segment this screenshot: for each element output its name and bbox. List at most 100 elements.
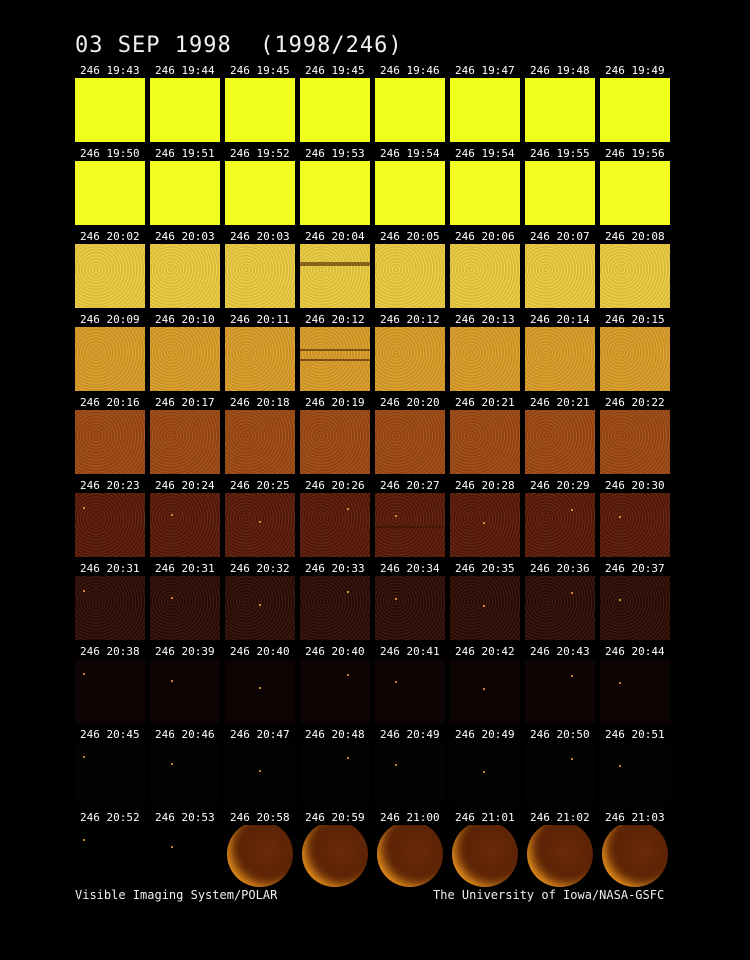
star-point bbox=[395, 598, 397, 600]
frame-image bbox=[525, 161, 595, 225]
frame-image bbox=[600, 825, 670, 889]
image-title: 03 SEP 1998 (1998/246) bbox=[75, 33, 403, 58]
frame-image bbox=[300, 825, 370, 889]
frame-image bbox=[150, 825, 220, 889]
star-point bbox=[83, 673, 85, 675]
frame-image bbox=[75, 244, 145, 308]
frame-timestamp: 246 20:22 bbox=[605, 396, 665, 409]
frame-image bbox=[525, 576, 595, 640]
frame-timestamp: 246 20:23 bbox=[80, 479, 140, 492]
frame-timestamp: 246 20:59 bbox=[305, 811, 365, 824]
star-point bbox=[259, 604, 261, 606]
frame-image bbox=[150, 742, 220, 806]
frame-timestamp: 246 20:02 bbox=[80, 230, 140, 243]
frame-image bbox=[75, 327, 145, 391]
frame-timestamp: 246 19:49 bbox=[605, 64, 665, 77]
frame-image bbox=[150, 659, 220, 723]
frame-timestamp: 246 20:21 bbox=[530, 396, 590, 409]
star-point bbox=[347, 674, 349, 676]
frame-image bbox=[150, 410, 220, 474]
star-point bbox=[83, 507, 85, 509]
frame-image bbox=[450, 659, 520, 723]
moon-disc bbox=[452, 825, 518, 887]
frame-timestamp: 246 20:42 bbox=[455, 645, 515, 658]
frame-image bbox=[600, 78, 670, 142]
frame-timestamp: 246 20:18 bbox=[230, 396, 290, 409]
frame-image bbox=[525, 742, 595, 806]
frame-timestamp: 246 20:36 bbox=[530, 562, 590, 575]
frame-image bbox=[600, 742, 670, 806]
frame-image bbox=[225, 78, 295, 142]
frame-image bbox=[525, 410, 595, 474]
frame-image bbox=[150, 161, 220, 225]
frame-image bbox=[600, 410, 670, 474]
frame-image bbox=[225, 825, 295, 889]
star-point bbox=[571, 675, 573, 677]
moon-disc bbox=[527, 825, 593, 887]
frame-image bbox=[375, 161, 445, 225]
star-point bbox=[259, 521, 261, 523]
frame-image bbox=[300, 327, 370, 391]
frame-timestamp: 246 20:35 bbox=[455, 562, 515, 575]
frame-image bbox=[450, 742, 520, 806]
frame-timestamp: 246 20:03 bbox=[230, 230, 290, 243]
frame-timestamp: 246 20:21 bbox=[455, 396, 515, 409]
frame-timestamp: 246 19:45 bbox=[305, 64, 365, 77]
frame-image bbox=[600, 493, 670, 557]
frame-timestamp: 246 21:00 bbox=[380, 811, 440, 824]
frame-timestamp: 246 20:29 bbox=[530, 479, 590, 492]
frame-timestamp: 246 20:40 bbox=[230, 645, 290, 658]
frame-image bbox=[450, 493, 520, 557]
frame-image bbox=[525, 244, 595, 308]
star-point bbox=[619, 682, 621, 684]
frame-timestamp: 246 20:17 bbox=[155, 396, 215, 409]
frame-timestamp: 246 20:53 bbox=[155, 811, 215, 824]
frame-image bbox=[150, 78, 220, 142]
frame-image bbox=[75, 78, 145, 142]
footer-credit-left: Visible Imaging System/POLAR bbox=[75, 888, 278, 902]
frame-timestamp: 246 20:10 bbox=[155, 313, 215, 326]
frame-timestamp: 246 20:32 bbox=[230, 562, 290, 575]
frame-image bbox=[75, 161, 145, 225]
frame-timestamp: 246 20:34 bbox=[380, 562, 440, 575]
frame-timestamp: 246 20:33 bbox=[305, 562, 365, 575]
frame-image bbox=[525, 493, 595, 557]
star-point bbox=[171, 763, 173, 765]
frame-timestamp: 246 20:44 bbox=[605, 645, 665, 658]
star-point bbox=[347, 757, 349, 759]
frame-timestamp: 246 19:46 bbox=[380, 64, 440, 77]
frame-image bbox=[300, 78, 370, 142]
frame-timestamp: 246 20:03 bbox=[155, 230, 215, 243]
star-point bbox=[483, 522, 485, 524]
frame-timestamp: 246 20:27 bbox=[380, 479, 440, 492]
frame-image bbox=[225, 493, 295, 557]
streak-line bbox=[300, 359, 370, 361]
frame-timestamp: 246 20:50 bbox=[530, 728, 590, 741]
frame-timestamp: 246 20:58 bbox=[230, 811, 290, 824]
frame-timestamp: 246 20:37 bbox=[605, 562, 665, 575]
star-point bbox=[571, 509, 573, 511]
frame-image bbox=[450, 161, 520, 225]
star-point bbox=[571, 592, 573, 594]
frame-image bbox=[75, 825, 145, 889]
star-point bbox=[395, 515, 397, 517]
frame-image bbox=[600, 327, 670, 391]
frame-timestamp: 246 20:47 bbox=[230, 728, 290, 741]
frame-timestamp: 246 19:56 bbox=[605, 147, 665, 160]
frame-timestamp: 246 20:05 bbox=[380, 230, 440, 243]
frame-timestamp: 246 19:54 bbox=[455, 147, 515, 160]
frame-image bbox=[150, 327, 220, 391]
frame-timestamp: 246 20:43 bbox=[530, 645, 590, 658]
star-point bbox=[571, 758, 573, 760]
star-point bbox=[83, 756, 85, 758]
star-point bbox=[619, 516, 621, 518]
frame-timestamp: 246 20:28 bbox=[455, 479, 515, 492]
frame-timestamp: 246 20:09 bbox=[80, 313, 140, 326]
frame-image bbox=[225, 161, 295, 225]
frame-image bbox=[600, 244, 670, 308]
frame-image bbox=[375, 576, 445, 640]
frame-image bbox=[375, 327, 445, 391]
frame-image bbox=[450, 825, 520, 889]
frame-image bbox=[225, 410, 295, 474]
